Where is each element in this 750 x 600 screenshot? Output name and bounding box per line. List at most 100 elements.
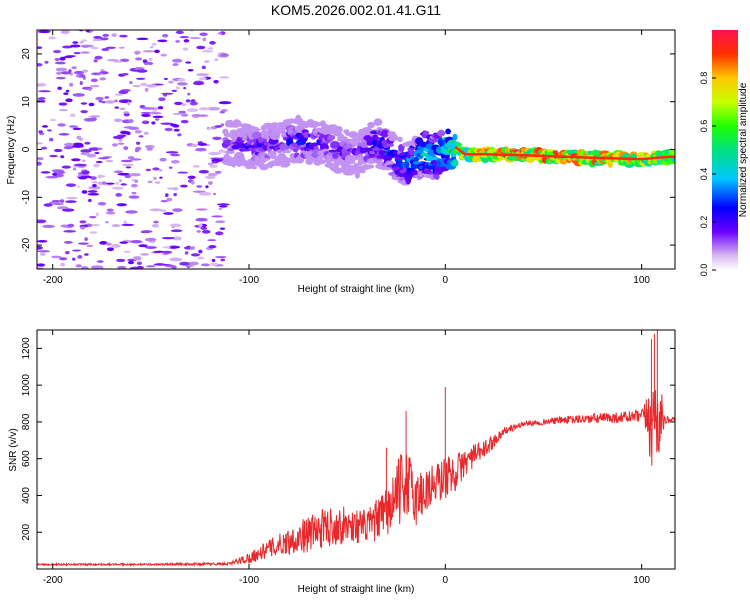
spectrogram-noise-cell [57, 206, 69, 210]
spectrogram-noise-cell [128, 119, 134, 123]
spectrogram-noise-cell [79, 40, 84, 44]
spectrogram-y-tick-label: 0 [21, 146, 32, 152]
spectrogram-noise-cell [114, 93, 123, 96]
spectrogram-noise-cell [79, 226, 86, 230]
spectrogram-noise-cell [163, 250, 173, 254]
snr-x-tick-label: -200 [43, 575, 63, 586]
spectrogram-noise-cell [89, 231, 98, 234]
spectrogram-noise-cell [95, 160, 103, 164]
spectrogram-noise-cell [87, 190, 98, 193]
spectrogram-noise-cell [169, 245, 181, 249]
spectrogram-noise-cell [148, 57, 153, 62]
spectrogram-noise-cell [60, 155, 65, 159]
spectrogram-noise-cell [81, 266, 89, 269]
spectrogram-noise-cell [147, 180, 153, 184]
spectrogram-noise-cell [159, 176, 163, 179]
spectrogram-noise-cell [136, 69, 148, 73]
spectrogram-noise-cell [80, 110, 88, 114]
spectrogram-noise-cell [105, 242, 112, 246]
spectrogram-noise-cell [63, 146, 74, 150]
spectrogram-noise-cell [185, 99, 191, 103]
spectrogram-noise-cell [208, 181, 213, 185]
spectrogram-noise-cell [154, 49, 160, 54]
spectrogram-noise-cell [149, 208, 163, 212]
spectrogram-ridge-cell [373, 118, 383, 126]
spectrogram-ridge-cell [671, 157, 675, 163]
spectrogram-noise-cell [207, 162, 214, 166]
spectrogram-ridge-cell [333, 128, 343, 132]
spectrogram-ridge-cell [489, 148, 498, 153]
spectrogram-noise-cell [157, 106, 164, 110]
spectrogram-noise-cell [199, 32, 208, 37]
spectrogram-noise-cell [189, 36, 201, 39]
spectrogram-ridge-cell [339, 136, 348, 141]
spectrogram-ridge-cell [267, 150, 277, 158]
spectrogram-noise-cell [153, 220, 159, 224]
spectrogram-noise-cell [170, 229, 183, 233]
spectrogram-noise-cell [111, 223, 121, 228]
spectrogram-noise-cell [172, 112, 185, 115]
spectrogram-noise-cell [173, 128, 180, 132]
spectrogram-noise-cell [86, 244, 94, 247]
spectrogram-noise-cell [165, 151, 179, 154]
spectrogram-noise-cell [38, 130, 43, 134]
spectrogram-noise-cell [42, 100, 46, 103]
spectrogram-noise-cell [91, 38, 103, 42]
spectrogram-noise-cell [117, 172, 131, 176]
spectrogram-noise-cell [88, 147, 101, 151]
spectrogram-noise-cell [207, 47, 214, 50]
spectrogram-noise-cell [70, 158, 81, 162]
spectrogram-noise-cell [101, 48, 110, 52]
spectrogram-noise-cell [114, 118, 123, 123]
spectrogram-noise-cell [116, 134, 127, 138]
spectrogram-noise-cell [129, 80, 133, 85]
spectrogram-noise-cell [38, 90, 51, 93]
spectrogram-noise-cell [106, 182, 115, 185]
spectrogram-noise-cell [42, 224, 55, 228]
snr-y-tick-label: 1000 [21, 374, 32, 397]
spectrogram-noise-cell [142, 50, 155, 53]
snr-x-tick-label: 0 [443, 575, 449, 586]
spectrogram-noise-cell [166, 187, 179, 190]
spectrogram-noise-cell [131, 191, 137, 195]
spectrogram-noise-cell [72, 167, 77, 171]
spectrogram-noise-cell [123, 220, 127, 225]
spectrogram-ridge-cell [391, 134, 398, 141]
spectrogram-noise-cell [128, 173, 141, 177]
spectrogram-ridge-cell [419, 141, 428, 148]
spectrogram-noise-cell [41, 125, 49, 128]
spectrogram-noise-cell [69, 113, 76, 117]
spectrogram-noise-cell [106, 247, 115, 252]
spectrogram-noise-cell [63, 230, 76, 233]
spectrogram-noise-cell [207, 172, 218, 177]
spectrogram-noise-cell [151, 223, 159, 228]
spectrogram-noise-cell [37, 30, 51, 34]
spectrogram-noise-cell [144, 87, 149, 92]
spectrogram-noise-cell [105, 211, 116, 215]
spectrogram-noise-cell [172, 63, 179, 66]
spectrogram-ridge-cell [224, 150, 235, 155]
spectrogram-noise-cell [214, 170, 222, 174]
spectrogram-ridge-core [454, 146, 675, 161]
spectrogram-noise-cell [135, 51, 139, 55]
spectrogram-noise-cell [43, 203, 53, 207]
spectrogram-noise-cell [164, 127, 173, 132]
spectrogram-noise-cell [110, 243, 121, 248]
spectrogram-ridge-cell [330, 141, 341, 149]
spectrogram-noise-cell [117, 265, 127, 269]
spectrogram-noise-cell [164, 193, 169, 198]
spectrogram-ridge-cell [345, 160, 356, 165]
spectrogram-noise-cell [68, 125, 78, 128]
spectrogram-noise-cell [100, 37, 109, 41]
spectrogram-noise-cell [105, 46, 117, 49]
spectrogram-noise-cell [91, 180, 98, 184]
spectrogram-noise-cell [119, 241, 129, 244]
spectrogram-noise-cell [219, 227, 226, 230]
spectrogram-noise-cell [196, 73, 209, 77]
snr-x-tick-label: -100 [239, 575, 259, 586]
spectrogram-noise-cell [185, 61, 192, 64]
spectrogram-noise-cell [180, 119, 189, 124]
spectrogram-y-tick-label: 10 [21, 96, 32, 108]
spectrogram-noise-cell [138, 135, 144, 138]
